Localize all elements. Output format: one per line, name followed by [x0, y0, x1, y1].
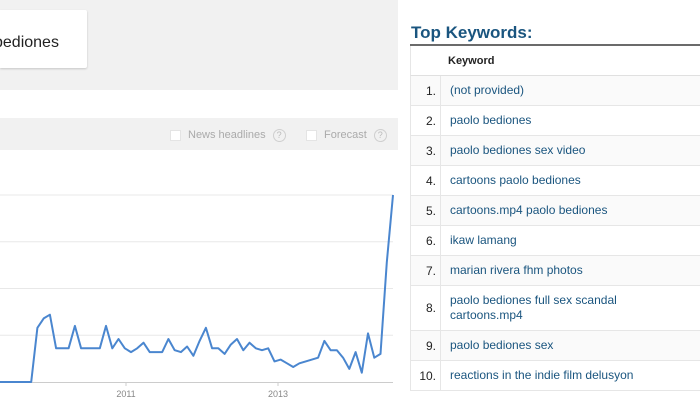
keyword-rank: 10.	[411, 361, 441, 390]
top-keywords-table: Keyword 1. (not provided) 2. paolo bedio…	[410, 44, 700, 391]
keyword-link[interactable]: paolo bediones full sex scandal cartoons…	[450, 293, 617, 322]
keyword-row: 4. cartoons paolo bediones	[410, 166, 700, 196]
keyword-rank: 4.	[411, 166, 441, 195]
news-headlines-checkbox[interactable]	[170, 129, 181, 141]
keyword-rank: 3.	[411, 136, 441, 165]
keyword-rank: 6.	[411, 226, 441, 255]
keyword-link[interactable]: cartoons paolo bediones	[450, 173, 581, 187]
keyword-row: 5. cartoons.mp4 paolo bediones	[410, 196, 700, 226]
keyword-row: 2. paolo bediones	[410, 106, 700, 136]
keyword-row: 6. ikaw lamang	[410, 226, 700, 256]
top-keywords-title: Top Keywords:	[411, 23, 533, 42]
x-tick-label: 2013	[268, 389, 288, 399]
keyword-link[interactable]: reactions in the indie film delusyon	[450, 368, 634, 382]
keyword-link[interactable]: marian rivera fhm photos	[450, 263, 583, 277]
keyword-rank: 8.	[411, 286, 441, 330]
keyword-rank: 7.	[411, 256, 441, 285]
keyword-row: 9. paolo bediones sex	[410, 331, 700, 361]
keyword-rank: 2.	[411, 106, 441, 135]
keyword-rank: 5.	[411, 196, 441, 225]
series-line[interactable]	[0, 194, 394, 383]
x-tick-label: 2011	[116, 389, 135, 399]
search-term-chip[interactable]: bediones	[0, 10, 87, 68]
keyword-row: 8. paolo bediones full sex scandal carto…	[410, 286, 700, 331]
keyword-rank: 9.	[411, 331, 441, 360]
keyword-column-label: Keyword	[448, 54, 495, 67]
keyword-row: 3. paolo bediones sex video	[410, 136, 700, 166]
keyword-row: 10. reactions in the indie film delusyon	[410, 361, 700, 391]
forecast-help-icon[interactable]: ?	[373, 128, 387, 142]
keyword-rank: 1.	[411, 76, 441, 105]
forecast-toggle[interactable]: Forecast ?	[306, 128, 387, 142]
keyword-row: 7. marian rivera fhm photos	[410, 256, 700, 286]
keyword-column-header: Keyword	[410, 46, 700, 76]
keyword-link[interactable]: (not provided)	[450, 83, 525, 97]
chart-toolbar: News headlines ? Forecast ?	[0, 118, 398, 150]
news-headlines-toggle[interactable]: News headlines ?	[170, 128, 286, 142]
forecast-label: Forecast	[324, 129, 367, 141]
forecast-checkbox[interactable]	[306, 129, 317, 141]
keyword-link[interactable]: paolo bediones	[450, 113, 532, 127]
keyword-row: 1. (not provided)	[410, 76, 700, 106]
keyword-link[interactable]: paolo bediones sex video	[450, 143, 586, 157]
keyword-link[interactable]: cartoons.mp4 paolo bediones	[450, 203, 608, 217]
keyword-link[interactable]: paolo bediones sex	[450, 338, 554, 352]
search-term-label: bediones	[0, 34, 59, 51]
news-headlines-help-icon[interactable]: ?	[272, 128, 286, 142]
news-headlines-label: News headlines	[188, 129, 266, 141]
interest-over-time-chart[interactable]: 2011 2013	[0, 150, 398, 410]
keyword-link[interactable]: ikaw lamang	[450, 233, 517, 247]
